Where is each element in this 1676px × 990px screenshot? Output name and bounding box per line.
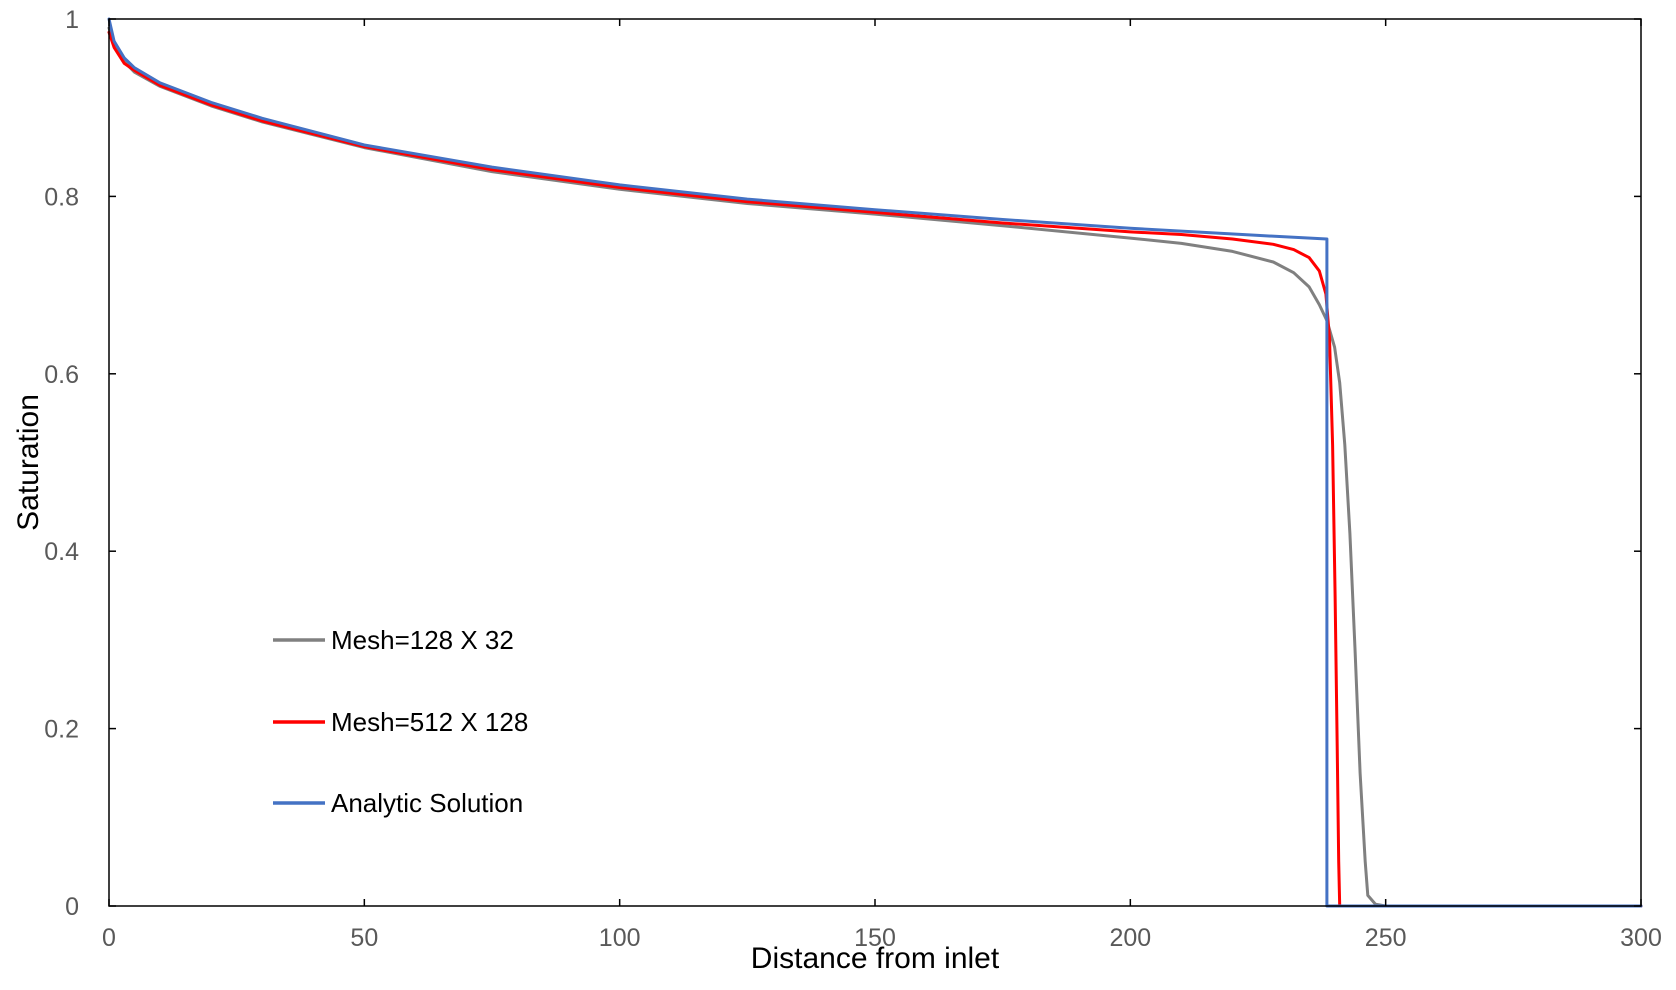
series-line-2 [107, 30, 1643, 908]
y-tick-label-4: 0.8 [44, 183, 79, 211]
y-axis-ticks: 0 0.2 0.4 0.6 0.8 1 [44, 6, 1641, 921]
x-tick-label-6: 300 [1620, 924, 1662, 952]
plot-lines [107, 17, 1643, 908]
y-tick-label-2: 0.4 [44, 538, 79, 566]
x-tick-label-5: 250 [1365, 924, 1407, 952]
legend-label-3: Analytic Solution [331, 788, 523, 818]
x-tick-label-0: 0 [102, 924, 116, 952]
x-axis-ticks: 0 50 100 150 200 250 300 [102, 19, 1662, 952]
y-tick-label-5: 1 [65, 6, 79, 34]
x-tick-label-4: 200 [1109, 924, 1151, 952]
y-tick-label-1: 0.2 [44, 716, 79, 744]
series-line-1 [107, 26, 1643, 908]
x-axis-title: Distance from inlet [751, 942, 1000, 975]
y-axis-title: Saturation [12, 394, 45, 531]
plot-area-frame [108, 18, 1642, 907]
legend-label-2: Mesh=512 X 128 [331, 707, 528, 737]
series-line-3 [107, 17, 1643, 908]
legend: Mesh=128 X 32 Mesh=512 X 128 Analytic Solu… [273, 625, 528, 818]
legend-label-1: Mesh=128 X 32 [331, 625, 514, 655]
x-tick-label-3: 150 [854, 924, 896, 952]
x-tick-label-1: 50 [350, 924, 378, 952]
x-tick-label-2: 100 [599, 924, 641, 952]
y-tick-label-0: 0 [65, 893, 79, 921]
y-tick-label-3: 0.6 [44, 361, 79, 389]
